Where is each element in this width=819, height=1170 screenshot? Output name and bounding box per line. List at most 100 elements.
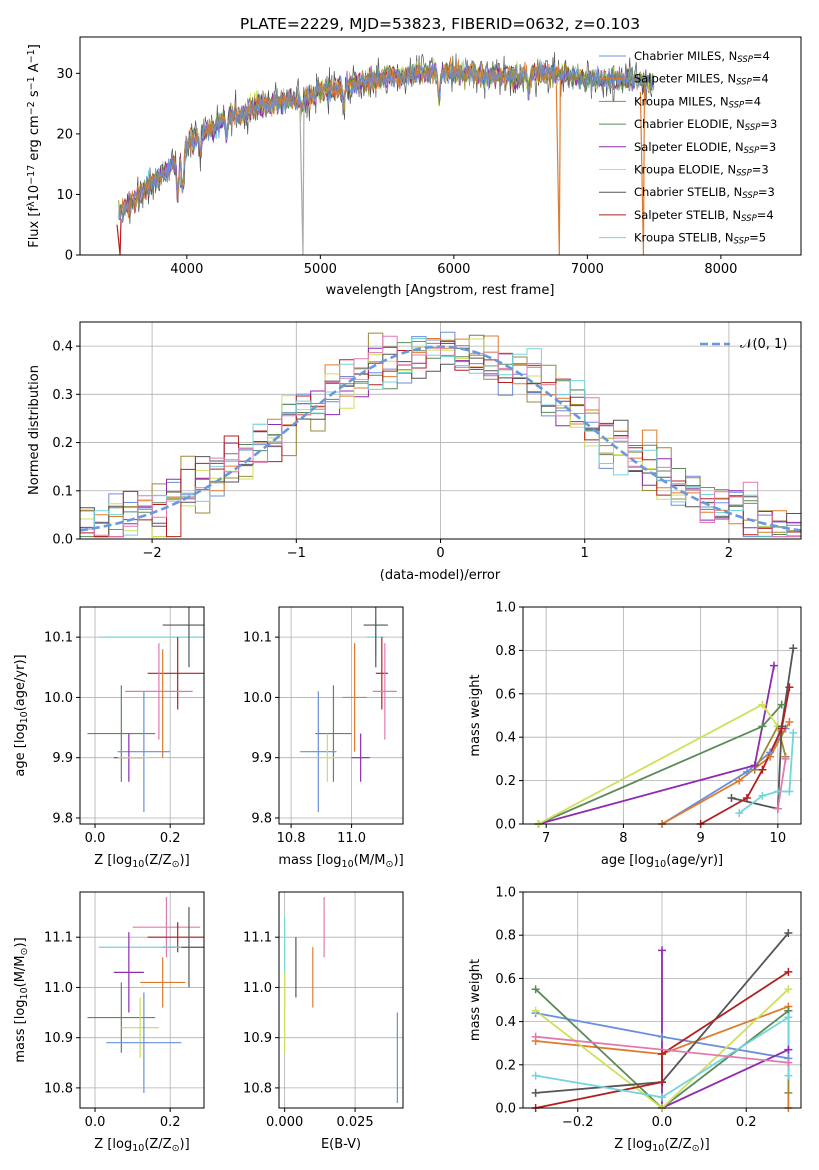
y-axis-label: age [log10(age/yr)] (13, 654, 30, 776)
x-tick-label: 0.2 (736, 1115, 757, 1130)
legend-sub: SSP (742, 191, 758, 201)
y-axis-label: Normed distribution (27, 365, 42, 495)
y-tick-label: 0.1 (52, 484, 73, 499)
weight-marker (750, 761, 759, 770)
y-tick-label: 9.8 (251, 811, 272, 826)
panel-weight-vs-Z: −0.2 0.0 0.2 0.0 0.2 0.4 0.6 0.8 1.0 Z [log10(Z/Z… (468, 886, 802, 1154)
weight-marker (784, 1058, 793, 1067)
weight-marker (784, 1071, 793, 1080)
x-tick-label: 10 (770, 831, 787, 846)
weight-series (776, 758, 787, 809)
legend-sub: SSP (741, 214, 757, 224)
weight-marker (735, 776, 744, 785)
x-tick-label: 2 (725, 546, 733, 561)
x-tick-label: 7 (542, 831, 550, 846)
label-part: )] (13, 937, 28, 947)
label-part: mass [log (278, 853, 341, 868)
weight-marker (784, 1088, 793, 1097)
weight-series (535, 988, 790, 1108)
spectrum-line (118, 57, 655, 221)
x-tick-label: 0.000 (266, 1115, 303, 1130)
axes-frame (79, 321, 802, 540)
legend-sub: SSP (736, 169, 752, 179)
y-tick-label: 0.4 (495, 1015, 516, 1030)
y-tick-label: 11.0 (44, 981, 73, 996)
weight-marker (773, 804, 782, 813)
legend-entry: Kroupa STELIB, NSSP=5 (634, 231, 766, 247)
y-tick-label: 0.0 (495, 1102, 516, 1117)
weight-marker (531, 1071, 540, 1080)
weight-marker (727, 793, 736, 802)
y-tick-label: 0.8 (495, 929, 516, 944)
panel-spectrum: 4000 5000 6000 7000 8000 0 10 20 30 wavelength [A… (26, 36, 802, 298)
x-tick-label: 1 (581, 546, 589, 561)
y-tick-label: 11.1 (44, 931, 73, 946)
weight-marker (658, 1078, 666, 1087)
y-tick-label: 9.8 (52, 811, 73, 826)
y-tick-label: 0.3 (52, 388, 73, 403)
legend-entry: 𝒩(0, 1) (740, 337, 787, 352)
x-axis-label: age [log10(age/yr)] (601, 853, 723, 870)
legend-suffix: =3 (759, 140, 776, 154)
legend-text: Kroupa ELODIE, N (634, 163, 736, 177)
gaussian-curve (80, 345, 801, 532)
panel-residual-hist: −2 −1 0 1 2 0.0 0.1 0.2 0.3 0.4 (data-model)/error… (27, 321, 802, 583)
y-tick-label: 0.0 (52, 533, 73, 548)
y-tick-label: 30 (56, 67, 73, 82)
weight-marker (531, 985, 540, 994)
label-part: age [log (601, 853, 654, 868)
legend-text: Chabrier MILES, N (634, 49, 737, 63)
legend-sub: SSP (729, 101, 745, 111)
weight-series (538, 704, 783, 824)
plot-area (80, 322, 801, 539)
weight-marker (777, 700, 786, 709)
legend-entry: Chabrier MILES, NSSP=4 (634, 49, 770, 65)
legend-text: Kroupa STELIB, N (634, 231, 734, 245)
axes-frame (522, 606, 802, 825)
label-part: 10 (132, 1143, 144, 1154)
plot-area (116, 51, 655, 255)
y-tick-label: 10.0 (44, 691, 73, 706)
weight-marker (658, 1093, 666, 1102)
label-part: (age/yr)] (666, 853, 723, 868)
dropout (299, 104, 305, 255)
legend-suffix: =5 (749, 231, 766, 245)
figure-title: PLATE=2229, MJD=53823, FIBERID=0632, z=0… (240, 15, 640, 33)
y-axis-label: mass weight (468, 959, 483, 1041)
legend-sub: SSP (745, 123, 761, 133)
weight-marker (773, 787, 782, 796)
weight-marker (784, 929, 793, 938)
label-part: 10 (19, 711, 30, 723)
y-tick-label: 0.6 (495, 972, 516, 987)
y-tick-label: 0.4 (495, 731, 516, 746)
histogram-series (80, 334, 801, 538)
plot-area (279, 892, 403, 1108)
x-tick-label: 8000 (704, 262, 737, 277)
y-tick-label: 1.0 (495, 601, 516, 616)
plot-area (279, 607, 403, 824)
legend-suffix: =4 (757, 208, 774, 222)
label-part: (Z/Z (144, 1137, 171, 1152)
histogram-series (80, 347, 801, 538)
label-part: (Z/Z (664, 1137, 691, 1152)
weight-marker (658, 1032, 666, 1041)
y-tick-label: 20 (56, 127, 73, 142)
y-tick-label: 9.9 (251, 751, 272, 766)
legend-suffix: =3 (758, 185, 775, 199)
y-tick-label: 0.4 (52, 340, 73, 355)
x-tick-label: 0.0 (652, 1115, 673, 1130)
label-part: age [log (13, 723, 28, 776)
legend-entry: Chabrier STELIB, NSSP=3 (634, 185, 775, 201)
label-part: λ (26, 201, 37, 207)
panel-age-vs-Z: 0.0 0.29.89.910.010.1Z [log10(Z/Z⊙)]age [… (13, 606, 205, 870)
axes-frame (522, 891, 802, 1109)
label-part: Z [log (94, 1137, 132, 1152)
y-tick-label: 10.1 (44, 631, 73, 646)
label-part: 10 (132, 859, 144, 870)
label-part: (M/M (13, 955, 28, 987)
dropout (555, 79, 561, 255)
weight-marker (784, 967, 793, 976)
panel-mass-vs-Z: 0.0 0.210.810.911.011.1Z [log10(Z/Z⊙)]mas… (13, 891, 205, 1154)
legend-entry: Kroupa MILES, NSSP=4 (634, 94, 761, 110)
weight-marker (742, 793, 751, 802)
